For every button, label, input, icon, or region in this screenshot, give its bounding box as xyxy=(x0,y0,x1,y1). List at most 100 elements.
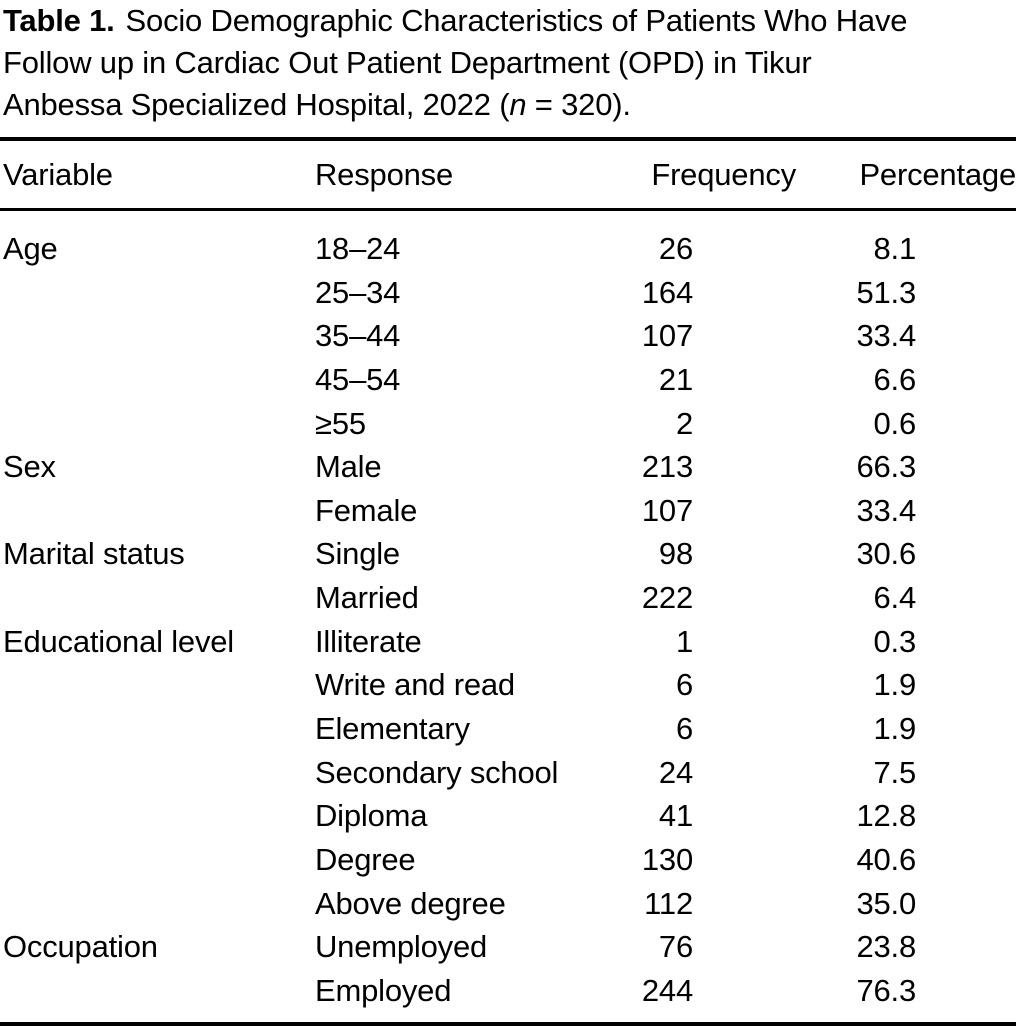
cell-percentage: 6.4 xyxy=(873,580,917,616)
cell-variable xyxy=(0,969,315,1013)
table-row: Above degree 112 35.0 xyxy=(0,882,1016,926)
table-row: Degree 130 40.6 xyxy=(0,838,1016,882)
cell-frequency: 164 xyxy=(641,274,693,310)
top-rule xyxy=(0,137,1016,141)
cell-percentage: 0.3 xyxy=(873,623,917,659)
cell-percentage: 0.6 xyxy=(873,405,917,441)
cell-response: Diploma xyxy=(315,798,428,834)
table-row: 25–34 164 51.3 xyxy=(0,271,1016,315)
table-row: Secondary school 24 7.5 xyxy=(0,751,1016,795)
caption-text-3a: Anbessa Specialized Hospital, 2022 ( xyxy=(3,87,510,122)
table-row: Write and read 6 1.9 xyxy=(0,663,1016,707)
cell-percentage: 23.8 xyxy=(856,929,916,965)
caption-text-3b: = 320). xyxy=(526,87,631,122)
cell-response: Single xyxy=(315,536,400,572)
table-row: 35–44 107 33.4 xyxy=(0,314,1016,358)
table-row: Age 18–24 26 8.1 xyxy=(0,227,1016,271)
bottom-rule xyxy=(0,1021,1016,1026)
cell-response: Unemployed xyxy=(315,929,488,965)
cell-variable xyxy=(0,358,315,402)
cell-response: Employed xyxy=(315,972,452,1008)
cell-variable xyxy=(0,882,315,926)
column-header-response: Response xyxy=(315,157,453,192)
cell-response: 18–24 xyxy=(315,231,401,266)
table-row: Marital status Single 98 30.6 xyxy=(0,532,1016,576)
column-header-frequency: Frequency xyxy=(651,157,796,192)
cell-percentage: 1.9 xyxy=(873,667,917,703)
cell-frequency: 21 xyxy=(658,361,693,397)
table-row: Female 107 33.4 xyxy=(0,489,1016,533)
cell-frequency: 6 xyxy=(675,711,693,747)
table-row: Elementary 6 1.9 xyxy=(0,707,1016,751)
cell-frequency: 26 xyxy=(658,231,693,266)
cell-variable: Educational level xyxy=(3,623,234,659)
cell-frequency: 76 xyxy=(658,929,693,965)
cell-variable xyxy=(0,663,315,707)
table-row: 45–54 21 6.6 xyxy=(0,358,1016,402)
table-body: Age 18–24 26 8.1 25–34 164 51.3 35–44 10… xyxy=(0,211,1016,1013)
cell-percentage: 7.5 xyxy=(873,754,917,790)
cell-response: Secondary school xyxy=(315,754,559,790)
caption-line-1: Table 1. Socio Demographic Characteristic… xyxy=(0,0,1016,42)
cell-percentage: 12.8 xyxy=(856,798,916,834)
cell-response: Elementary xyxy=(315,711,470,747)
table-row: Occupation Unemployed 76 23.8 xyxy=(0,925,1016,969)
table-row: Employed 244 76.3 xyxy=(0,969,1016,1013)
table-row: Educational level Illiterate 1 0.3 xyxy=(0,620,1016,664)
cell-percentage: 35.0 xyxy=(856,885,916,921)
cell-frequency: 98 xyxy=(658,536,693,572)
caption-line-2: Follow up in Cardiac Out Patient Departm… xyxy=(3,45,812,80)
cell-response: Above degree xyxy=(315,885,506,921)
cell-percentage: 33.4 xyxy=(856,492,916,528)
cell-variable: Occupation xyxy=(3,929,158,965)
cell-frequency: 244 xyxy=(641,972,693,1008)
cell-response: Male xyxy=(315,449,382,485)
table-row: Married 222 6.4 xyxy=(0,576,1016,620)
cell-response: Married xyxy=(315,580,419,616)
column-header-variable: Variable xyxy=(3,157,113,192)
cell-response: 25–34 xyxy=(315,274,401,310)
cell-variable xyxy=(0,794,315,838)
header-rule xyxy=(0,208,1016,211)
cell-variable xyxy=(0,751,315,795)
caption-line-3: Anbessa Specialized Hospital, 2022 (n = … xyxy=(0,84,1016,126)
cell-response: 35–44 xyxy=(315,318,401,354)
cell-variable xyxy=(0,489,315,533)
cell-variable xyxy=(0,271,315,315)
cell-frequency: 112 xyxy=(644,885,693,921)
cell-percentage: 1.9 xyxy=(873,711,917,747)
cell-frequency: 41 xyxy=(658,798,693,834)
cell-percentage: 51.3 xyxy=(856,274,916,310)
cell-frequency: 1 xyxy=(675,623,693,659)
cell-variable: Age xyxy=(3,231,58,266)
cell-response: Illiterate xyxy=(315,623,422,659)
table-row: ≥55 2 0.6 xyxy=(0,402,1016,446)
cell-response: ≥55 xyxy=(315,405,366,441)
table-row: Sex Male 213 66.3 xyxy=(0,445,1016,489)
table-number-label: Table 1. xyxy=(3,3,115,38)
cell-percentage: 30.6 xyxy=(856,536,916,572)
cell-percentage: 66.3 xyxy=(856,449,916,485)
cell-percentage: 76.3 xyxy=(856,972,916,1008)
cell-variable: Marital status xyxy=(3,536,185,572)
cell-frequency: 130 xyxy=(641,841,693,877)
cell-variable xyxy=(0,707,315,751)
cell-frequency: 2 xyxy=(675,405,693,441)
caption-text-1: Socio Demographic Characteristics of Pat… xyxy=(125,3,908,38)
cell-frequency: 6 xyxy=(675,667,693,703)
cell-frequency: 222 xyxy=(641,580,693,616)
cell-variable xyxy=(0,576,315,620)
cell-response: Degree xyxy=(315,841,416,877)
cell-response: Female xyxy=(315,492,418,528)
cell-response: Write and read xyxy=(315,667,515,703)
cell-response: 45–54 xyxy=(315,361,401,397)
cell-percentage: 33.4 xyxy=(856,318,916,354)
column-header-percentage: Percentage xyxy=(859,157,1016,192)
cell-frequency: 107 xyxy=(641,318,693,354)
cell-variable: Sex xyxy=(3,449,56,485)
table-header-row: Variable Response Frequency Percentage xyxy=(0,141,1016,208)
caption-sample-size-n: n xyxy=(509,87,527,122)
cell-percentage: 8.1 xyxy=(873,231,917,266)
cell-variable xyxy=(0,838,315,882)
